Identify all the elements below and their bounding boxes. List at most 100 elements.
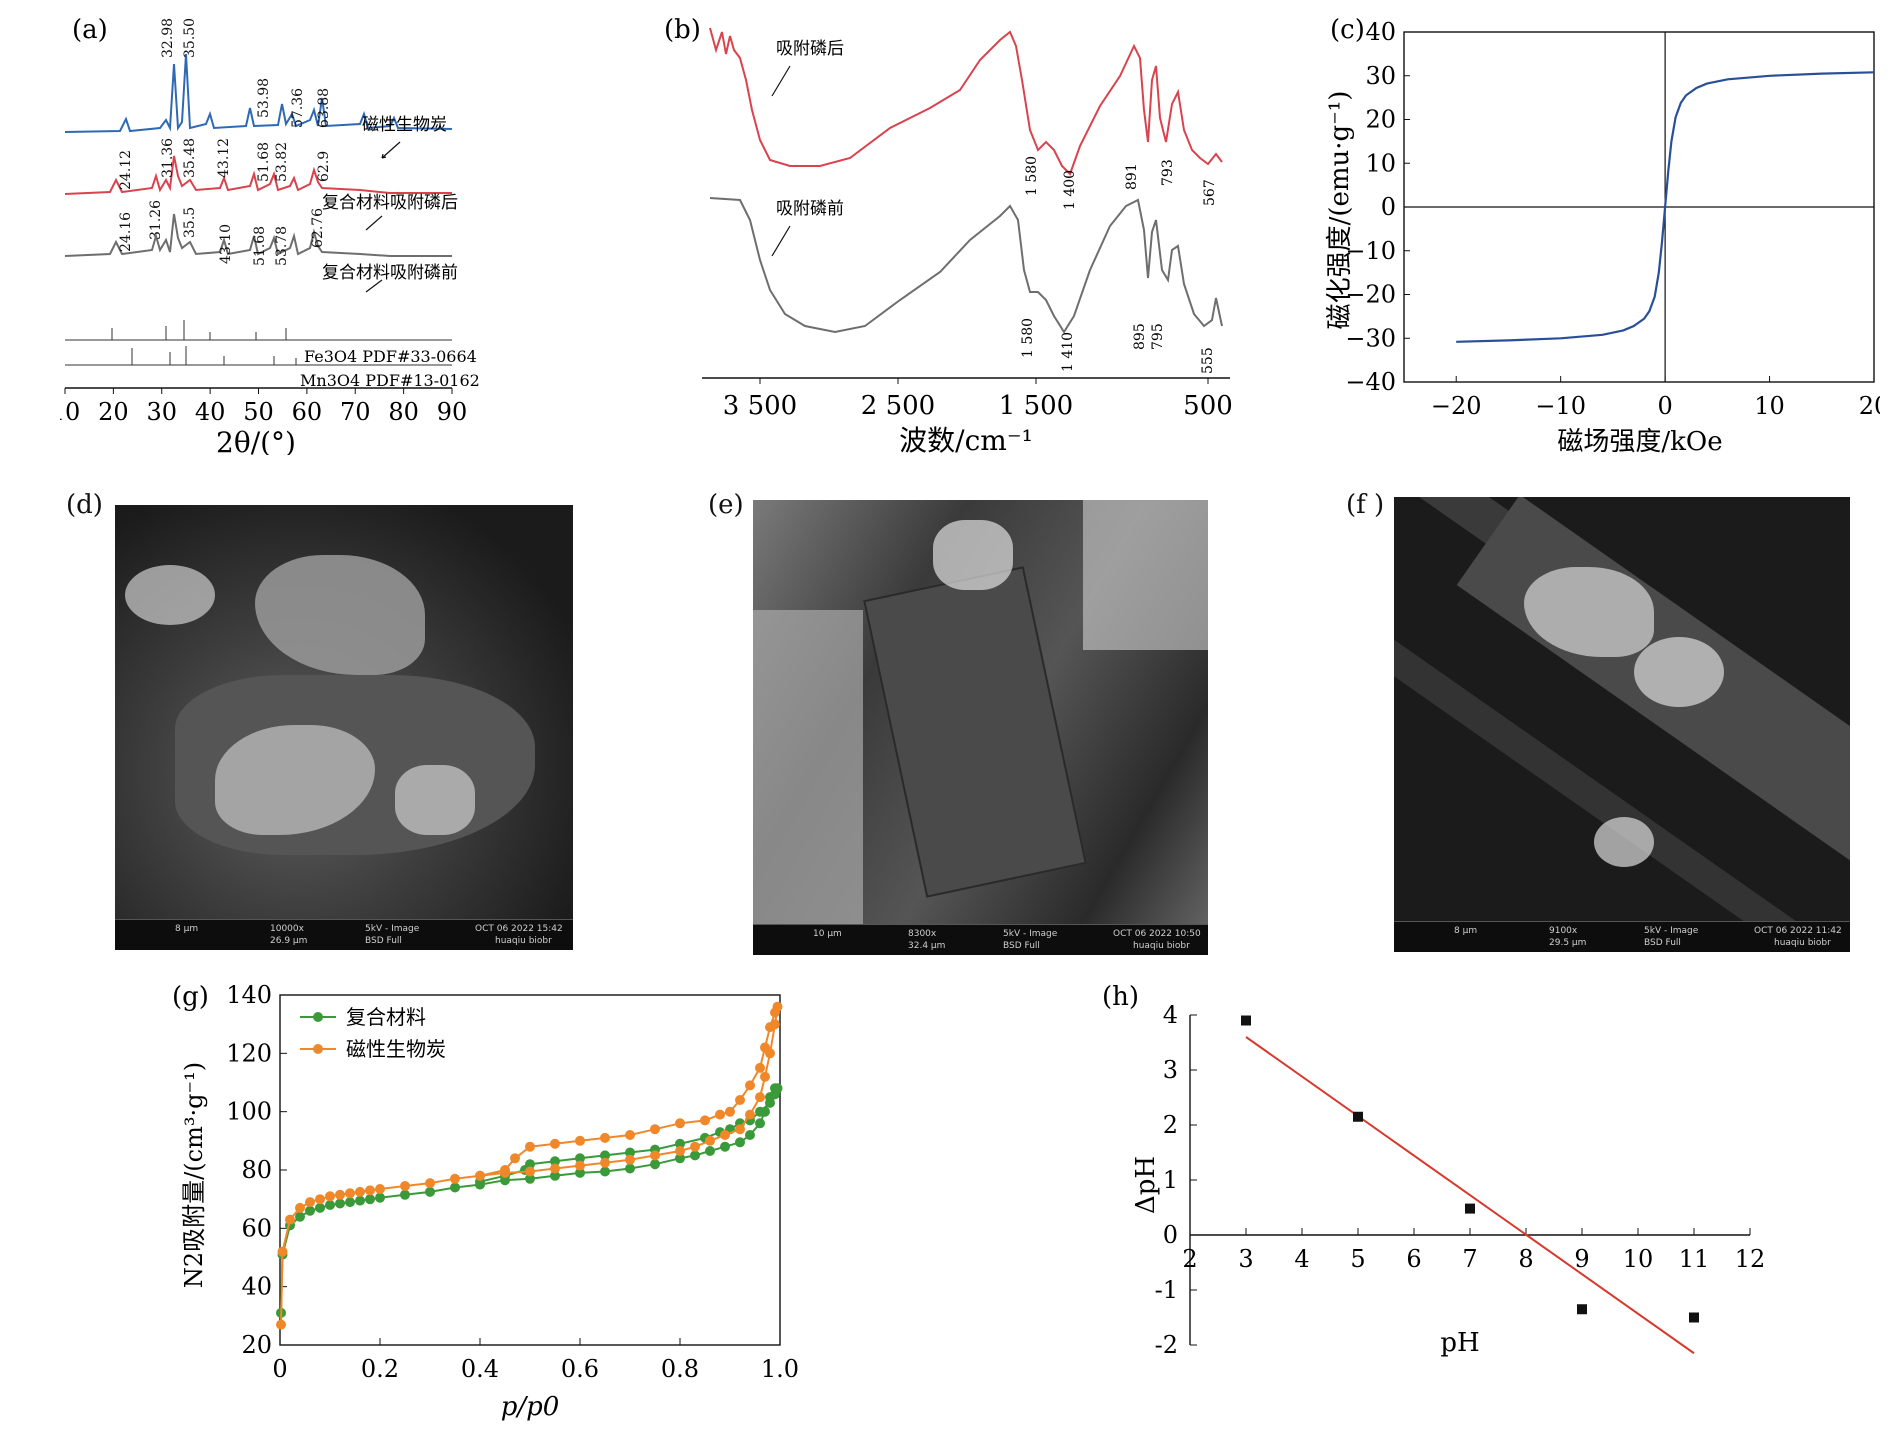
xrd-peak-label: 53.78 xyxy=(274,226,290,266)
isotherm-point xyxy=(600,1132,610,1143)
sem-info: 29.5 μm xyxy=(1549,938,1587,948)
isotherm-point xyxy=(315,1194,325,1205)
mag-ytick-label: 20 xyxy=(1365,106,1396,134)
panel-label-c: (c) xyxy=(1330,15,1365,45)
mag-ytick-label: 10 xyxy=(1365,149,1396,177)
isotherm-point xyxy=(295,1211,305,1222)
ftir-series-name: 吸附磷后 xyxy=(776,39,844,59)
legend-label: 复合材料 xyxy=(346,1005,426,1029)
xrd-peak-label: 31.26 xyxy=(148,200,164,240)
ph-fit-line xyxy=(1245,1036,1695,1355)
isotherm-point xyxy=(575,1153,585,1164)
ftir-peak-label: 793 xyxy=(1160,159,1176,186)
mag-xtick-label: 20 xyxy=(1859,392,1880,420)
sem-info: 5kV - Image xyxy=(1003,929,1058,939)
isotherm-point xyxy=(510,1153,520,1164)
ph-ytick-label: 0 xyxy=(1163,1221,1178,1249)
sem-scale-label: 8 μm xyxy=(1454,926,1478,936)
isotherm-point xyxy=(760,1042,770,1053)
xrd-series-name: 复合材料吸附磷前 xyxy=(322,263,458,283)
ftir-peak-label: 1 400 xyxy=(1062,170,1078,210)
xrd-tick-label: 10 xyxy=(60,398,80,426)
iso-xtick-label: 0.4 xyxy=(461,1355,499,1383)
isotherm-point xyxy=(755,1118,765,1129)
isotherm-point xyxy=(625,1147,635,1158)
isotherm-point xyxy=(305,1205,315,1216)
ftir-tick-label: 2 500 xyxy=(861,391,935,421)
ftir-peak-label: 555 xyxy=(1200,347,1216,374)
sem-info: huaqiu biobr xyxy=(1133,941,1190,951)
isotherm-point xyxy=(675,1138,685,1149)
ph-xtick-label: 5 xyxy=(1350,1245,1365,1273)
mag-xtick-label: −20 xyxy=(1431,392,1482,420)
ftir-tick-label: 3 500 xyxy=(723,391,797,421)
mag-x-axis-label: 磁场强度/kOe xyxy=(1557,427,1722,455)
sem-info: OCT 06 2022 11:42 xyxy=(1754,926,1842,936)
isotherm-point xyxy=(770,1089,780,1100)
ph-ytick-label: 2 xyxy=(1163,1111,1178,1139)
xrd-peak-label: 35.48 xyxy=(182,138,198,178)
ftir-x-axis-label: 波数/cm⁻¹ xyxy=(899,424,1033,455)
mag-xtick-label: 0 xyxy=(1657,392,1672,420)
ph-xtick-label: 4 xyxy=(1294,1245,1309,1273)
isotherm-point xyxy=(765,1097,775,1108)
panel-label-f: (f ) xyxy=(1346,490,1385,520)
ftir-peak-label: 1 580 xyxy=(1024,156,1040,196)
xrd-peak-label: 53.98 xyxy=(256,78,272,118)
sem-info: 5kV - Image xyxy=(1644,926,1699,936)
isotherm-point xyxy=(550,1170,560,1181)
iso-ytick-label: 80 xyxy=(241,1156,272,1184)
xrd-tick-label: 70 xyxy=(340,398,371,426)
isotherm-point xyxy=(770,1007,780,1018)
xrd-series-before xyxy=(64,213,452,257)
ph-ytick-label: 1 xyxy=(1163,1166,1178,1194)
mag-y-axis-label: 磁化强度/(emu·g⁻¹) xyxy=(1325,91,1355,330)
sem-info: 10000x xyxy=(270,924,304,934)
isotherm-point xyxy=(735,1124,745,1135)
isotherm-point xyxy=(765,1022,775,1033)
magnetization-chart: (c) 40 30 20 10 0 −10 −20 −30 −40 −20 −10 0 10 20 磁化… xyxy=(1325,15,1880,455)
isotherm-point xyxy=(745,1130,755,1140)
xrd-peak-label: 62.76 xyxy=(310,208,326,248)
xrd-peak-label: 31.36 xyxy=(160,138,176,178)
ftir-peak-label: 891 xyxy=(1124,163,1140,190)
panel-label-h: (h) xyxy=(1102,982,1139,1012)
iso-ytick-label: 20 xyxy=(241,1331,272,1359)
mag-ytick-label: −30 xyxy=(1345,324,1396,352)
sem-scale-label: 10 μm xyxy=(813,929,842,939)
sem-info: 5kV - Image xyxy=(365,924,420,934)
ftir-series-name: 吸附磷前 xyxy=(776,199,844,219)
isotherm-point xyxy=(625,1154,635,1165)
sem-image-e: 10 μm 8300x 32.4 μm 5kV - Image BSD Full… xyxy=(753,500,1208,955)
xrd-peak-label: 43.12 xyxy=(216,138,232,178)
ph-xtick-label: 2 xyxy=(1182,1245,1197,1273)
isotherm-point xyxy=(575,1135,585,1146)
isotherm-point xyxy=(450,1173,460,1184)
ftir-series-after xyxy=(709,27,1223,176)
mag-xtick-label: 10 xyxy=(1754,392,1785,420)
iso-xtick-label: 0.6 xyxy=(561,1355,599,1383)
ph-ytick-label: -1 xyxy=(1155,1276,1178,1304)
sem-info: 9100x xyxy=(1549,926,1578,936)
ph-xtick-label: 12 xyxy=(1735,1245,1766,1273)
isotherm-point xyxy=(760,1071,770,1082)
xrd-series-name: 磁性生物炭 xyxy=(362,115,447,135)
isotherm-point xyxy=(625,1130,635,1140)
isotherm-point xyxy=(755,1092,765,1103)
isotherm-point xyxy=(335,1198,345,1209)
sem-info: 26.9 μm xyxy=(270,936,308,946)
mag-ytick-label: −10 xyxy=(1345,237,1396,265)
xrd-peak-label: 35.5 xyxy=(182,207,198,238)
sem-info: OCT 06 2022 10:50 xyxy=(1113,929,1201,939)
xrd-reference-label: Mn3O4 PDF#13-0162 xyxy=(300,371,480,390)
isotherm-point xyxy=(705,1135,715,1146)
ftir-peak-label: 895 xyxy=(1132,323,1148,350)
isotherm-point xyxy=(375,1192,385,1203)
iso-ytick-label: 60 xyxy=(241,1214,272,1242)
ph-xtick-label: 7 xyxy=(1462,1245,1477,1273)
isotherm-point xyxy=(715,1109,725,1120)
xrd-peak-label: 62.9 xyxy=(316,151,332,182)
ph-xtick-label: 10 xyxy=(1623,1245,1654,1273)
mag-ytick-label: 40 xyxy=(1365,18,1396,46)
isotherm-point xyxy=(650,1124,660,1135)
